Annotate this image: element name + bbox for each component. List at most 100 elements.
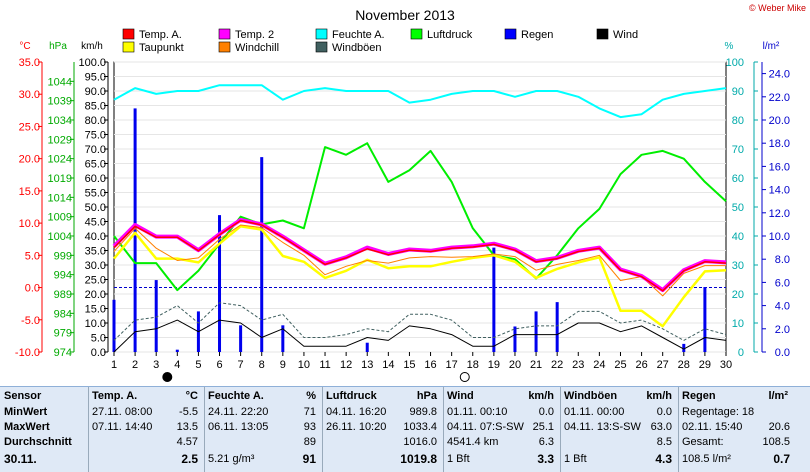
full-moon-icon	[459, 372, 470, 382]
humidity-tick-label-3: 70	[732, 144, 744, 156]
x-tick-label: 28	[678, 359, 690, 371]
windboeen-current: 4.3	[655, 452, 672, 466]
rain-bar	[260, 157, 264, 352]
wind-current: 3.3	[537, 452, 554, 466]
wind-min-time: 01.11. 00:10	[447, 406, 508, 418]
x-tick-label: 24	[593, 359, 605, 371]
feuchte-min-time: 24.11. 22:20	[208, 406, 269, 418]
x-tick-label: 26	[635, 359, 647, 371]
rain-tick-label-5: 14.0	[769, 185, 790, 197]
rain-bar	[555, 302, 559, 352]
luftdruck-current: 1019.8	[400, 452, 437, 466]
x-tick-label: 18	[467, 359, 479, 371]
wind-tick-label-8: 60.0	[85, 173, 106, 185]
rain-tick-label-7: 10.0	[769, 231, 790, 243]
feuchte-avg: 89	[303, 436, 316, 448]
feuchte-min: 71	[303, 406, 316, 418]
legend-label-0: Temp. A.	[139, 29, 182, 41]
luftdruck-unit: hPa	[416, 390, 437, 402]
humidity-tick-label-2: 80	[732, 115, 744, 127]
wind-max: 25.1	[532, 421, 554, 433]
windboeen-unit: km/h	[646, 390, 672, 402]
temp-tick-label-9: -10.0	[15, 347, 40, 359]
wind-max-time: 04.11. 07:S-SW	[447, 421, 524, 433]
temp-tick-label-3: 20.0	[19, 154, 40, 166]
humidity-tick-label-10: 0	[738, 347, 744, 359]
windchill-line	[113, 224, 726, 297]
feuchte-abs: 5.21 g/m³	[208, 453, 255, 465]
sensor-column: Sensor MinWert MaxWert Durchschnitt 30.1…	[0, 387, 110, 472]
luftdruck-column: Luftdruck hPa 04.11. 16:20 989.8 26.11. 10…	[322, 387, 443, 472]
rain-bar	[513, 326, 517, 352]
luftdruck-avg: 1016.0	[403, 436, 437, 448]
windboeen-column: Windböen km/h 01.11. 00:00 0.0 04.11. 13:S…	[560, 387, 678, 472]
minwert-label: MinWert	[4, 406, 48, 418]
wind-tick-label-18: 10.0	[85, 318, 106, 330]
wind-tick-label-7: 65.0	[85, 159, 106, 171]
rain-bar	[218, 215, 222, 352]
new-moon-icon	[162, 372, 173, 382]
legend-label-4: Regen	[521, 29, 553, 41]
x-tick-label: 27	[657, 359, 669, 371]
wind-header: Wind	[447, 390, 474, 402]
date-label: 30.11.	[4, 452, 37, 466]
weather-chart: November 2013 © Weber Mike Temp. A. Temp.…	[14, 3, 806, 382]
rain-unit-label: l/m²	[763, 41, 780, 52]
pressure-tick-label-6: 1014	[48, 192, 72, 204]
x-tick-label: 20	[509, 359, 521, 371]
regen-header: Regen	[682, 390, 716, 402]
regen-current: 0.7	[773, 452, 790, 466]
regen-gesamt-label: Gesamt:	[682, 436, 724, 448]
feuchte-max-time: 06.11. 13:05	[208, 421, 269, 433]
taupunkt-line	[113, 225, 727, 328]
humidity-tick-label-8: 20	[732, 289, 744, 301]
wind-tick-label-20: 0.0	[91, 347, 106, 359]
x-tick-label: 17	[446, 359, 458, 371]
rain-bar	[703, 287, 707, 352]
x-tick-label: 2	[132, 359, 138, 371]
durchschnitt-label: Durchschnitt	[4, 436, 72, 448]
pressure-tick-label-3: 1029	[48, 134, 72, 146]
legend-swatch-1	[218, 28, 231, 40]
legend-label-6: Taupunkt	[139, 42, 184, 54]
x-tick-label: 22	[551, 359, 563, 371]
legend-swatch-2	[315, 28, 328, 40]
wind-tick-label-10: 50.0	[85, 202, 106, 214]
legend-swatch-7	[218, 41, 231, 53]
temp-tick-label-7: 0.0	[25, 283, 40, 295]
pressure-tick-label-4: 1024	[48, 154, 72, 166]
wind-distance: 4541.4 km	[447, 436, 499, 448]
wind-line	[113, 319, 727, 353]
pressure-tick-label-13: 979	[54, 328, 72, 340]
pressure-tick-label-14: 974	[54, 347, 72, 359]
temp-tick-label-5: 10.0	[19, 218, 40, 230]
pressure-tick-label-10: 994	[54, 270, 72, 282]
rain-bar	[239, 325, 243, 352]
temp-avg: 4.57	[176, 436, 198, 448]
wind-tick-label-0: 100.0	[78, 57, 106, 69]
temp-max-time: 07.11. 14:40	[92, 421, 153, 433]
temp-column: Temp. A. °C 27.11. 08:00 -5.5 07.11. 14:40…	[88, 387, 204, 472]
feuchte-current: 91	[302, 452, 316, 466]
legend-label-7: Windchill	[235, 42, 279, 54]
luftdruck-max-time: 26.11. 10:20	[326, 421, 387, 433]
windboeen-header: Windböen	[564, 390, 618, 402]
x-tick-label: 19	[488, 359, 500, 371]
wind-tick-label-11: 45.0	[85, 217, 106, 229]
temp-tick-label-2: 25.0	[19, 121, 40, 133]
copyright: © Weber Mike	[749, 3, 806, 13]
wind-column: Wind km/h 01.11. 00:10 0.0 04.11. 07:S-SW 2…	[443, 387, 560, 472]
temp-tick-label-8: -5.0	[21, 315, 40, 327]
wind-tick-label-16: 20.0	[85, 289, 106, 301]
feuchte-max: 93	[303, 421, 316, 433]
humidity-tick-label-0: 100	[726, 57, 744, 69]
rain-tick-label-1: 22.0	[769, 92, 790, 104]
legend-swatch-4	[504, 28, 517, 40]
regen-month: 108.5 l/m²	[682, 453, 731, 465]
temp-header: Temp. A.	[92, 390, 138, 402]
windboeen-avg: 8.5	[656, 436, 672, 448]
regen-max: 20.6	[768, 421, 790, 433]
legend-swatch-6	[122, 41, 135, 53]
humidity-unit-label: %	[725, 41, 734, 52]
temp-tick-label-6: 5.0	[25, 250, 40, 262]
